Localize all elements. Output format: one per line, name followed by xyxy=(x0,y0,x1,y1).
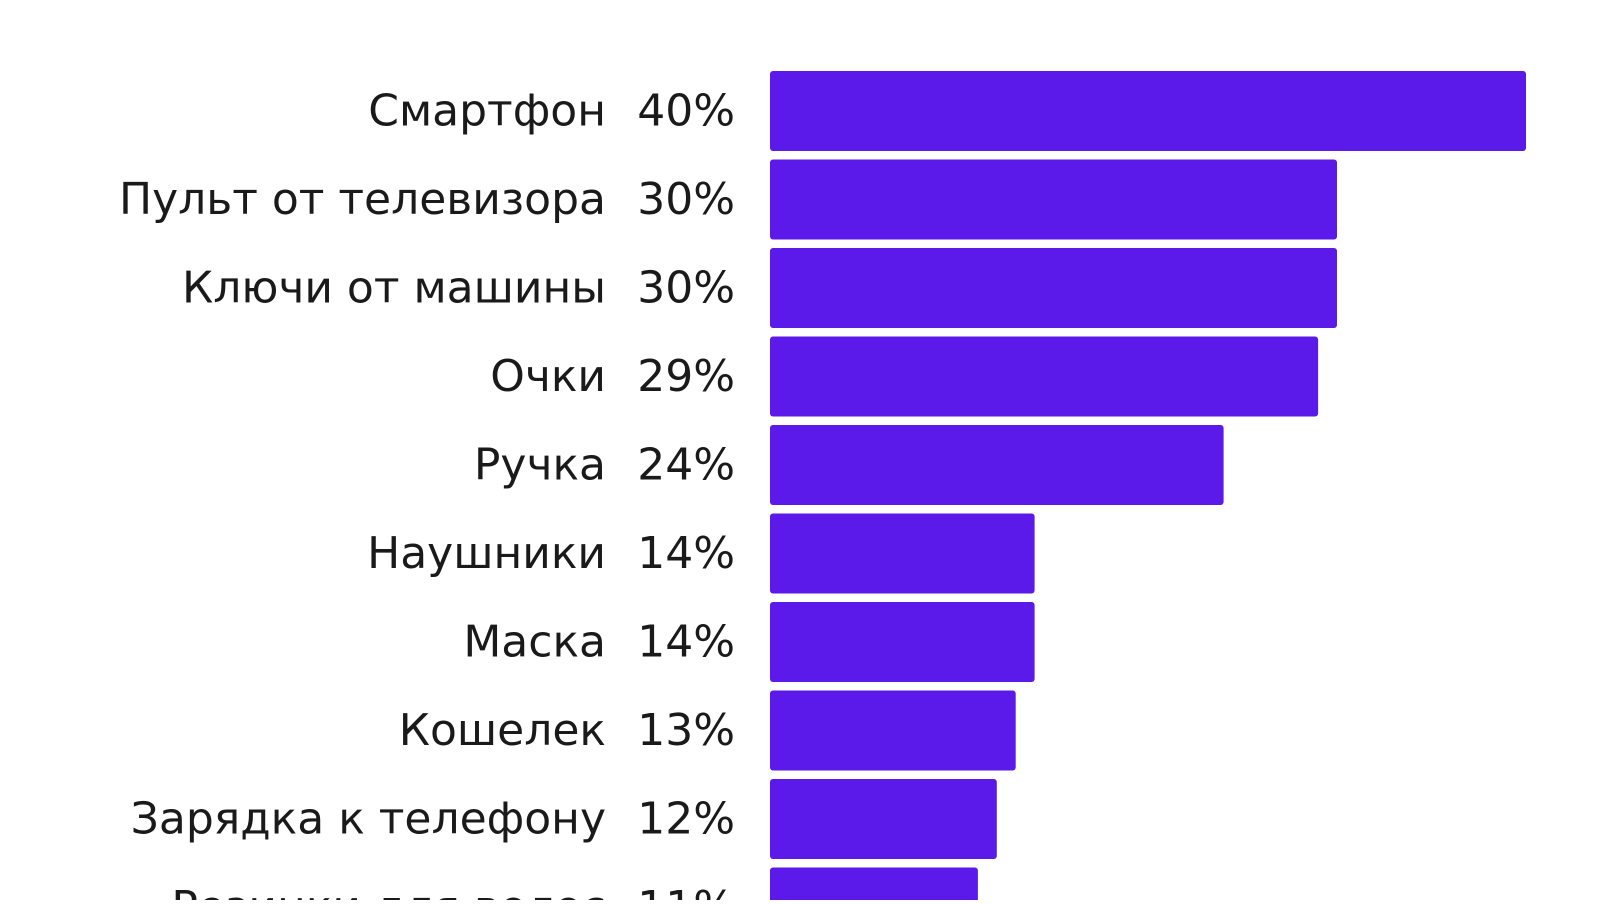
category-label: Наушники xyxy=(367,528,606,579)
bar-1 xyxy=(770,71,1526,151)
category-label: Ключи от машины xyxy=(182,263,606,314)
category-label: Резинки для волос xyxy=(171,882,606,900)
value-label: 40% xyxy=(637,86,735,137)
bar-8 xyxy=(770,690,1016,771)
value-label: 12% xyxy=(637,794,735,845)
category-label: Кошелек xyxy=(399,705,606,756)
category-label: Зарядка к телефону xyxy=(131,794,606,845)
value-label: 14% xyxy=(637,528,735,579)
value-label: 30% xyxy=(637,263,735,314)
value-label: 11% xyxy=(637,882,735,900)
bar-6 xyxy=(770,513,1035,594)
value-label: 13% xyxy=(637,705,735,756)
category-label: Очки xyxy=(490,351,606,402)
bar-7 xyxy=(770,602,1035,682)
bar-10 xyxy=(770,867,978,904)
category-label: Пульт от телевизора xyxy=(119,174,606,225)
bar-9 xyxy=(770,779,997,859)
bar-4 xyxy=(770,336,1319,417)
category-label: Ручка xyxy=(474,440,606,491)
category-label: Смартфон xyxy=(368,86,606,137)
category-label: Маска xyxy=(463,617,606,668)
bar-5 xyxy=(770,425,1224,505)
value-label: 24% xyxy=(637,440,735,491)
bar-2 xyxy=(770,159,1337,240)
value-label: 14% xyxy=(637,617,735,668)
bar-3 xyxy=(770,248,1337,328)
value-label: 29% xyxy=(637,351,735,402)
value-label: 30% xyxy=(637,174,735,225)
